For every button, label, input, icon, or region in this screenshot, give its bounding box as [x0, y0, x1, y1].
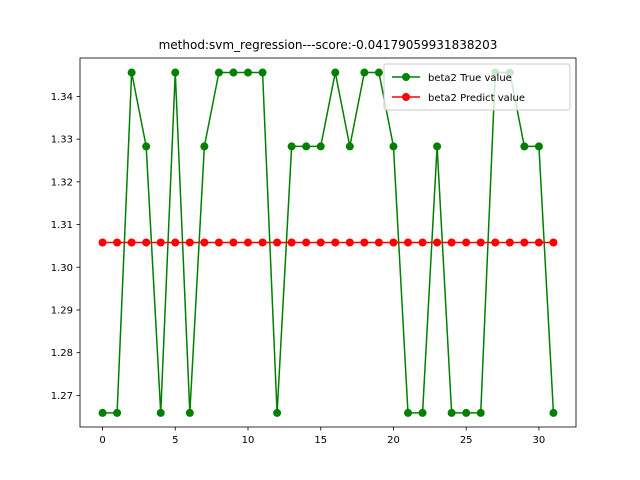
data-point-s1-4 [156, 238, 165, 247]
legend-marker-1 [402, 93, 410, 101]
data-point-s1-5 [171, 238, 180, 247]
chart-title: method:svm_regression---score:-0.0417905… [159, 38, 498, 52]
data-point-s1-16 [331, 238, 340, 247]
data-point-s1-13 [287, 238, 296, 247]
data-point-s0-14 [302, 142, 311, 151]
data-point-s1-9 [229, 238, 238, 247]
data-point-s0-0 [98, 408, 107, 417]
data-point-s1-31 [549, 238, 558, 247]
data-point-s0-23 [433, 142, 442, 151]
data-point-s1-0 [98, 238, 107, 247]
data-point-s0-30 [534, 142, 543, 151]
data-point-s1-12 [273, 238, 282, 247]
x-tick-label-3: 15 [314, 435, 327, 446]
data-point-s0-19 [374, 68, 383, 77]
data-point-s1-3 [142, 238, 151, 247]
data-point-s0-1 [113, 408, 122, 417]
x-tick-label-2: 10 [242, 435, 255, 446]
data-point-s1-25 [462, 238, 471, 247]
x-tick-label-5: 25 [460, 435, 473, 446]
data-point-s1-6 [185, 238, 194, 247]
data-point-s1-20 [389, 238, 398, 247]
plot-area [98, 68, 558, 417]
data-point-s1-15 [316, 238, 325, 247]
data-point-s0-25 [462, 408, 471, 417]
legend: beta2 True value beta2 Predict value [383, 63, 571, 111]
data-point-s1-7 [200, 238, 209, 247]
data-point-s1-1 [113, 238, 122, 247]
data-point-s1-24 [447, 238, 456, 247]
data-point-s1-2 [127, 238, 136, 247]
data-point-s0-2 [127, 68, 136, 77]
data-point-s0-20 [389, 142, 398, 151]
y-tick-label-5: 1.32 [51, 177, 73, 188]
data-point-s0-3 [142, 142, 151, 151]
data-point-s0-9 [229, 68, 238, 77]
data-point-s0-31 [549, 408, 558, 417]
data-point-s0-17 [345, 142, 354, 151]
data-point-s0-12 [273, 408, 282, 417]
axes: 0 5 10 15 20 25 30 1.27 1.28 1.29 1.30 1.31 1.32 1.33… [51, 57, 577, 446]
data-point-s1-21 [404, 238, 412, 247]
data-point-s1-23 [433, 238, 442, 247]
data-point-s0-13 [287, 142, 296, 151]
legend-box [383, 63, 571, 111]
data-point-s1-17 [345, 238, 354, 247]
data-point-s1-18 [360, 238, 369, 247]
y-tick-label-3: 1.30 [51, 263, 73, 274]
legend-label-0: beta2 True value [428, 73, 512, 84]
data-point-s1-29 [520, 238, 529, 247]
data-point-s1-27 [491, 238, 500, 247]
data-point-s0-24 [447, 408, 456, 417]
data-point-s0-15 [316, 142, 325, 151]
data-point-s0-7 [200, 142, 209, 151]
axes-frame [79, 57, 577, 428]
data-point-s0-21 [404, 408, 412, 417]
x-tick-label-6: 30 [533, 435, 546, 446]
data-point-s0-8 [214, 68, 223, 77]
y-tick-label-1: 1.28 [51, 348, 73, 359]
data-point-s1-26 [476, 238, 485, 247]
data-point-s0-26 [476, 408, 485, 417]
data-point-s1-10 [244, 238, 252, 247]
y-tick-label-7: 1.34 [51, 92, 73, 103]
data-point-s1-19 [374, 238, 383, 247]
data-point-s1-22 [418, 238, 427, 247]
data-point-s0-18 [360, 68, 369, 77]
data-point-s0-11 [258, 68, 267, 77]
x-tick-label-4: 20 [387, 435, 400, 446]
x-tick-label-0: 0 [99, 435, 105, 446]
y-tick-label-0: 1.27 [51, 391, 73, 402]
data-point-s0-29 [520, 142, 529, 151]
legend-label-1: beta2 Predict value [428, 93, 525, 104]
data-point-s0-16 [331, 68, 340, 77]
data-point-s0-4 [156, 408, 165, 417]
y-tick-label-2: 1.29 [51, 305, 73, 316]
x-tick-label-1: 5 [172, 435, 178, 446]
data-point-s1-14 [302, 238, 311, 247]
data-point-s1-8 [214, 238, 223, 247]
legend-marker-0 [402, 73, 410, 81]
data-point-s0-10 [244, 68, 252, 77]
y-tick-label-4: 1.31 [51, 220, 73, 231]
y-tick-label-6: 1.33 [51, 135, 73, 146]
data-point-s1-30 [534, 238, 543, 247]
data-point-s0-6 [185, 408, 194, 417]
data-point-s1-28 [505, 238, 514, 247]
data-point-s1-11 [258, 238, 267, 247]
data-point-s0-5 [171, 68, 180, 77]
data-point-s0-22 [418, 408, 427, 417]
